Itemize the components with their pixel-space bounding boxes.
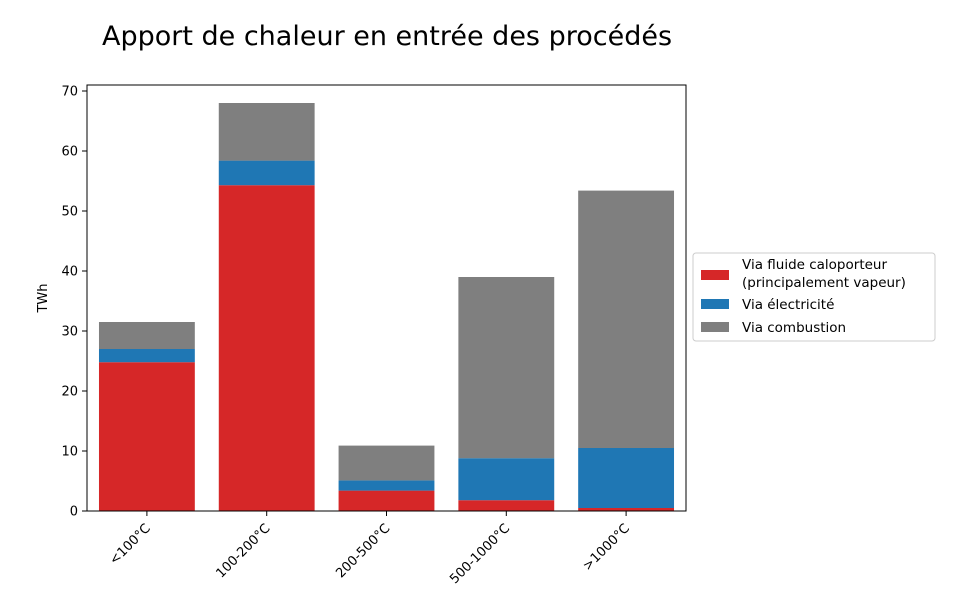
legend-swatch-1 — [701, 270, 729, 280]
bar-100-c-series-2 — [98, 349, 195, 363]
bar-100-c-series-3 — [98, 322, 195, 349]
bar-200-500-c-series-2 — [338, 480, 435, 491]
y-tick-label-60: 60 — [61, 145, 78, 160]
bar-500-1000-c-series-1 — [458, 500, 555, 511]
bar-200-500-c-series-3 — [338, 445, 435, 481]
bar-1000-c-series-3 — [578, 190, 675, 448]
bar-500-1000-c-series-3 — [458, 277, 555, 459]
x-tick-label-1000-c: >1000°C — [580, 521, 633, 574]
legend-label-2: Via électricité — [742, 297, 834, 313]
y-tick-label-10: 10 — [61, 445, 78, 460]
y-tick-label-30: 30 — [61, 325, 78, 340]
x-tick-label-200-500-c: 200-500°C — [333, 521, 393, 581]
x-tick-label-100-200-c: 100-200°C — [213, 521, 273, 581]
legend: Via fluide caloporteur (principalement va… — [692, 252, 936, 342]
bar-100-200-c-series-2 — [218, 160, 315, 186]
y-tick-label-50: 50 — [61, 205, 78, 220]
legend-label-3: Via combustion — [742, 320, 846, 336]
bar-1000-c-series-1 — [578, 508, 675, 511]
x-tick-label-500-1000-c: 500-1000°C — [447, 521, 513, 587]
bar-100-c-series-1 — [98, 362, 195, 511]
y-tick-label-70: 70 — [61, 85, 78, 100]
chart-title: Apport de chaleur en entrée des procédés — [102, 21, 672, 52]
y-tick-label-40: 40 — [61, 265, 78, 280]
legend-label-1-line-1: Via fluide caloporteur — [742, 257, 887, 273]
bar-100-200-c-series-1 — [218, 185, 315, 511]
y-axis-label: TWh — [36, 283, 51, 313]
legend-box — [692, 252, 936, 342]
legend-swatch-2 — [701, 299, 729, 309]
plot-area: 0 10 20 30 40 50 60 70 <100°C 100-200°C 200-500°C 5… — [61, 84, 687, 587]
bar-100-200-c-series-3 — [218, 103, 315, 161]
x-tick-label-100-c: <100°C — [107, 521, 154, 568]
legend-label-1-line-2: (principalement vapeur) — [742, 275, 906, 291]
bar-500-1000-c-series-2 — [458, 458, 555, 501]
bar-1000-c-series-2 — [578, 448, 675, 508]
bar-200-500-c-series-1 — [338, 490, 435, 511]
y-tick-label-20: 20 — [61, 385, 78, 400]
y-tick-label-0: 0 — [70, 505, 78, 520]
legend-swatch-3 — [701, 322, 729, 332]
